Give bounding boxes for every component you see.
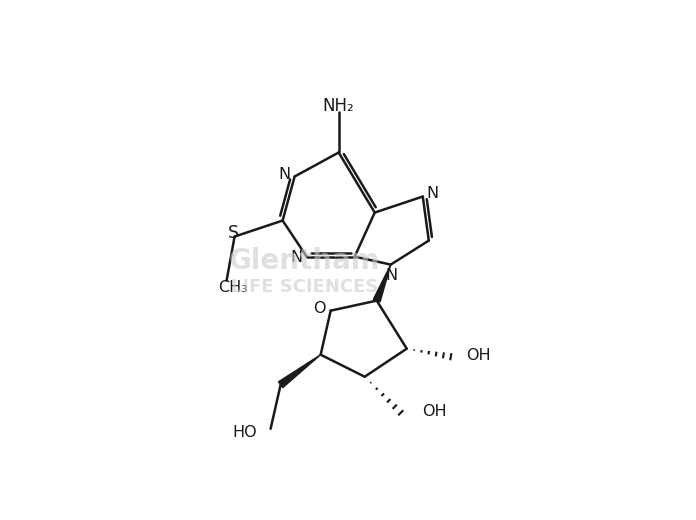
Text: LIFE SCIENCES: LIFE SCIENCES: [231, 278, 379, 296]
Text: HO: HO: [232, 425, 257, 440]
Text: S: S: [228, 224, 239, 242]
Text: OH: OH: [466, 348, 491, 363]
Text: Glentham: Glentham: [229, 246, 381, 275]
Text: CH₃: CH₃: [218, 280, 248, 295]
Polygon shape: [373, 265, 390, 302]
Text: OH: OH: [422, 404, 447, 419]
Text: N: N: [427, 186, 439, 201]
Text: NH₂: NH₂: [323, 97, 354, 115]
Text: N: N: [290, 250, 303, 265]
Polygon shape: [278, 355, 321, 387]
Text: O: O: [314, 301, 326, 316]
Text: N: N: [278, 167, 291, 182]
Text: N: N: [386, 268, 397, 283]
